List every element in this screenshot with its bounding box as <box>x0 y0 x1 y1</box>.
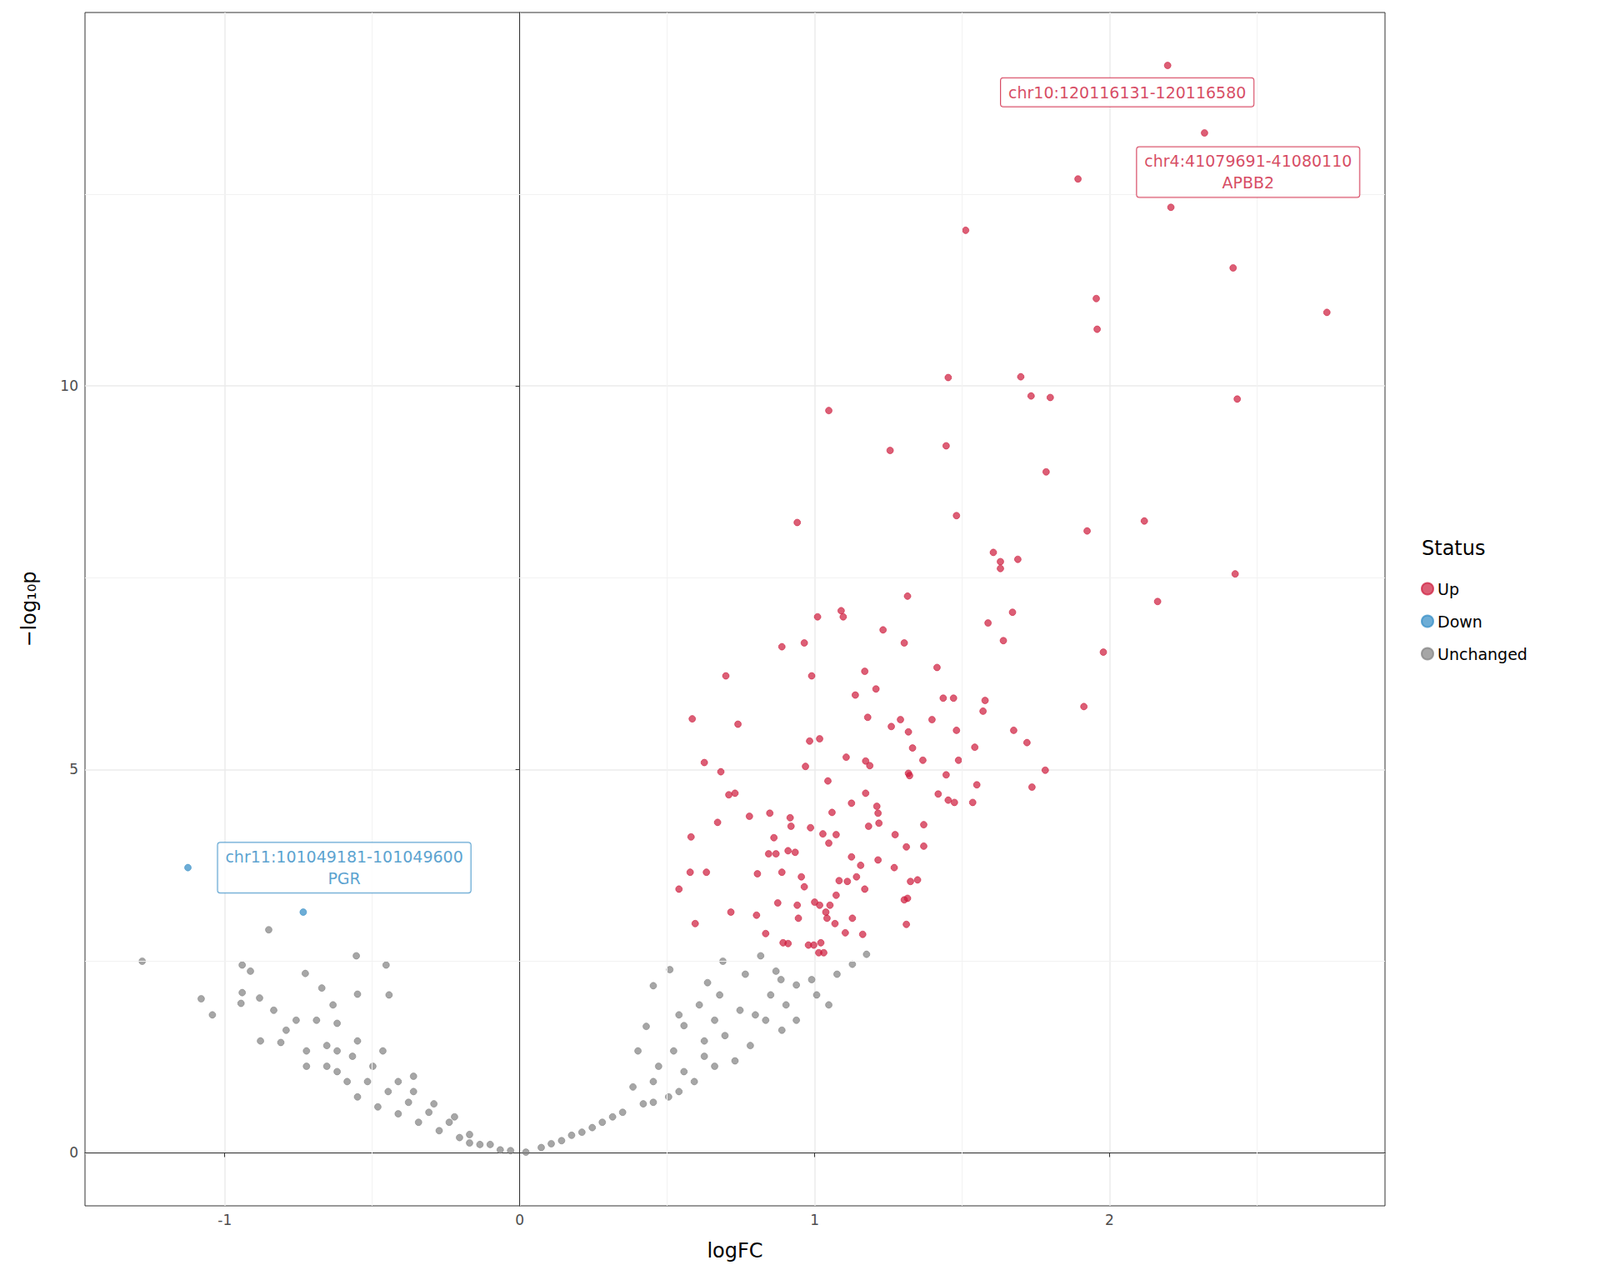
svg-text:-1: -1 <box>217 1211 232 1229</box>
svg-text:chr10:120116131-120116580: chr10:120116131-120116580 <box>1008 83 1246 102</box>
svg-text:0: 0 <box>515 1211 525 1229</box>
svg-text:chr11:101049181-101049600: chr11:101049181-101049600 <box>225 847 463 866</box>
svg-text:5: 5 <box>69 760 79 778</box>
svg-text:Status: Status <box>1421 536 1485 560</box>
svg-text:APBB2: APBB2 <box>1221 173 1275 192</box>
svg-text:Unchanged: Unchanged <box>1437 645 1528 664</box>
svg-text:logFC: logFC <box>706 1239 763 1263</box>
svg-text:1: 1 <box>810 1211 820 1229</box>
svg-text:0: 0 <box>69 1144 79 1161</box>
svg-text:10: 10 <box>60 377 79 395</box>
svg-text:−log₁₀p: −log₁₀p <box>17 570 41 647</box>
svg-text:chr4:41079691-41080110: chr4:41079691-41080110 <box>1144 151 1352 170</box>
svg-text:Down: Down <box>1437 612 1483 631</box>
svg-text:Up: Up <box>1437 580 1460 599</box>
svg-text:PGR: PGR <box>327 869 360 888</box>
svg-text:2: 2 <box>1105 1211 1115 1229</box>
